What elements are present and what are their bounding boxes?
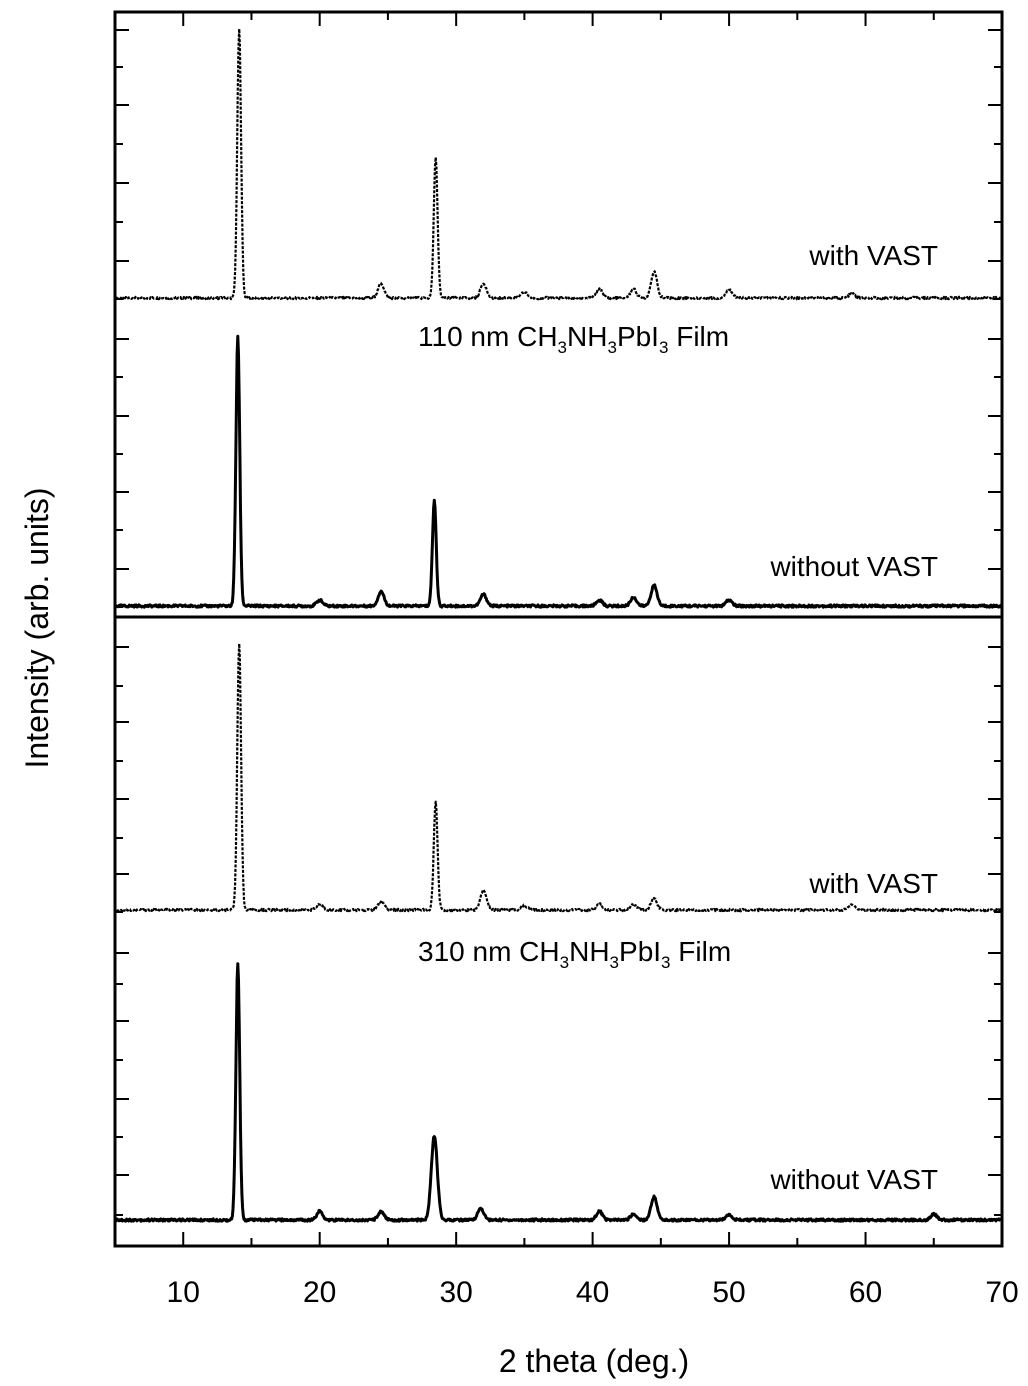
film-label-text: 310 nm CH <box>418 936 560 967</box>
traces <box>115 29 1002 1221</box>
x-tick-label: 40 <box>576 1276 609 1309</box>
film-label-text: Film <box>668 321 729 352</box>
plot-frame <box>115 12 1002 1246</box>
y-axis-title: Intensity (arb. units) <box>19 488 55 769</box>
film-label-subscript: 3 <box>610 953 619 972</box>
film-label-subscript: 3 <box>560 953 569 972</box>
plot-border <box>115 12 1002 1246</box>
film-label-subscript: 3 <box>558 338 567 357</box>
film-label-text: NH <box>567 321 607 352</box>
film-label-subscript: 3 <box>607 338 616 357</box>
annotations: with VASTwithout VAST110 nm CH3NH3PbI3 F… <box>418 240 938 1195</box>
trace-label: with VAST <box>808 868 938 899</box>
x-tick-label: 30 <box>439 1276 472 1309</box>
film-label-text: PbI <box>617 321 659 352</box>
film-label-text: Film <box>671 936 732 967</box>
film-label: 310 nm CH3NH3PbI3 Film <box>418 936 731 972</box>
x-tick-label: 20 <box>303 1276 336 1309</box>
film-label: 110 nm CH3NH3PbI3 Film <box>418 321 729 357</box>
x-tick-label: 50 <box>712 1276 745 1309</box>
trace-label: with VAST <box>808 240 938 271</box>
trace-label: without VAST <box>769 1164 938 1195</box>
film-label-text: 110 nm CH <box>418 321 558 352</box>
x-tick-label: 10 <box>167 1276 200 1309</box>
x-axis-title: 2 theta (deg.) <box>499 1343 689 1379</box>
x-tick-label: 60 <box>849 1276 882 1309</box>
x-tick-label: 70 <box>985 1276 1018 1309</box>
axis-ticks <box>115 12 1002 1246</box>
trace-label: without VAST <box>769 551 938 582</box>
film-label-text: NH <box>569 936 609 967</box>
film-label-subscript: 3 <box>659 338 668 357</box>
x-tick-labels: 10 20 30 40 50 60 70 <box>167 1276 1019 1309</box>
film-label-text: PbI <box>619 936 661 967</box>
film-label-subscript: 3 <box>661 953 670 972</box>
